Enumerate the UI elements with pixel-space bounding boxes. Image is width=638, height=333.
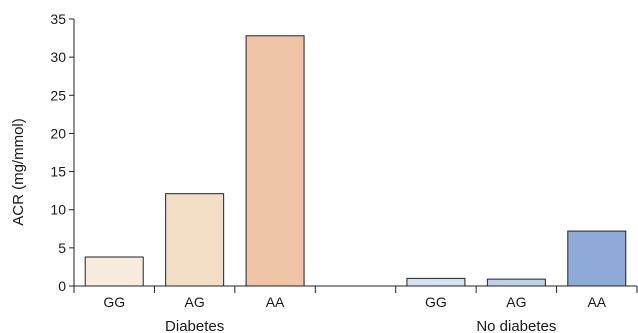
bar-no-diabetes-gg bbox=[406, 277, 466, 287]
x-tick-label: AA bbox=[587, 294, 606, 310]
y-tick-label: 15 bbox=[50, 164, 66, 180]
x-tick-label: GG bbox=[103, 294, 125, 310]
y-tick-label: 30 bbox=[50, 49, 66, 65]
group-label: No diabetes bbox=[476, 318, 556, 333]
bar-diabetes-ag bbox=[165, 193, 225, 287]
x-tick-label: AG bbox=[185, 294, 205, 310]
bar-diabetes-gg bbox=[84, 256, 144, 287]
y-axis: 0 5 10 15 20 25 30 35 bbox=[50, 11, 75, 294]
y-tick-label: 5 bbox=[58, 240, 66, 256]
x-tick-label: AA bbox=[266, 294, 285, 310]
y-tick-label: 0 bbox=[58, 278, 66, 294]
group-label: Diabetes bbox=[165, 318, 224, 333]
x-axis: GG AG AA Diabetes GG AG AA No diabetes bbox=[73, 285, 638, 333]
y-tick-label: 25 bbox=[50, 87, 66, 103]
bar-diabetes-aa bbox=[245, 35, 305, 287]
x-tick-label: AG bbox=[506, 294, 526, 310]
bars bbox=[84, 35, 627, 287]
y-tick-label: 35 bbox=[50, 11, 66, 27]
x-tick-label: GG bbox=[425, 294, 447, 310]
y-tick-label: 20 bbox=[50, 125, 66, 141]
y-tick-label: 10 bbox=[50, 202, 66, 218]
bar-no-diabetes-ag bbox=[486, 278, 546, 287]
y-axis-label: ACR (mg/mmol) bbox=[10, 118, 27, 226]
bar-no-diabetes-aa bbox=[567, 230, 627, 287]
